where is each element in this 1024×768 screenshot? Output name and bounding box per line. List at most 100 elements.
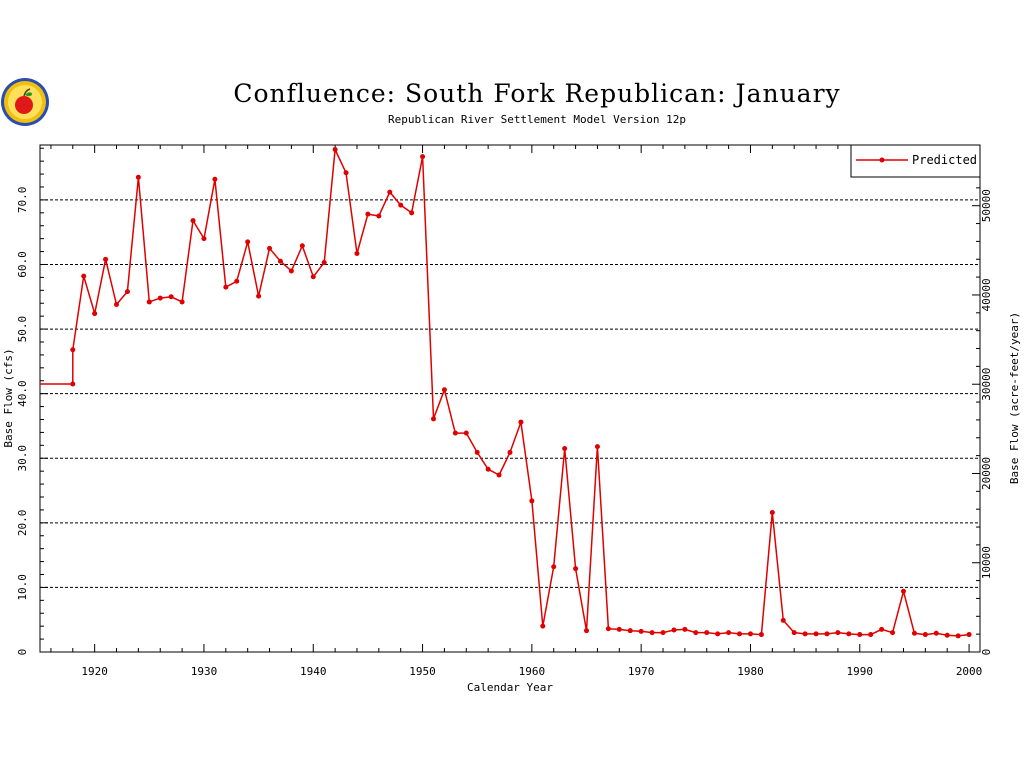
data-point xyxy=(168,294,174,300)
data-point xyxy=(277,258,283,264)
data-point xyxy=(540,623,546,629)
data-point xyxy=(474,449,480,455)
data-point xyxy=(638,628,644,634)
data-point xyxy=(857,632,863,638)
data-point xyxy=(824,631,830,637)
plot-frame xyxy=(39,144,981,653)
data-point xyxy=(409,210,415,216)
data-point xyxy=(420,154,426,160)
data-point xyxy=(496,472,502,478)
data-point xyxy=(267,245,273,251)
data-point xyxy=(868,632,874,638)
data-point xyxy=(562,446,568,452)
data-point xyxy=(584,628,590,634)
data-point xyxy=(245,239,251,245)
y2-tick-label: 20000 xyxy=(980,457,993,490)
data-point xyxy=(890,630,896,636)
y-axis-label: Base Flow (cfs) xyxy=(2,348,15,447)
y2-tick-label: 50000 xyxy=(980,189,993,222)
y2-tick-label: 40000 xyxy=(980,278,993,311)
data-point xyxy=(507,449,513,455)
y2-tick-label: 0 xyxy=(980,649,993,656)
chart-title: Confluence: South Fork Republican: Janua… xyxy=(233,79,840,108)
legend-box xyxy=(850,144,981,178)
data-point xyxy=(802,631,808,637)
data-point xyxy=(649,630,655,636)
data-point xyxy=(944,632,950,638)
data-point xyxy=(715,631,721,637)
data-point xyxy=(376,213,382,219)
data-point xyxy=(911,630,917,636)
series-line xyxy=(40,148,970,637)
legend-marker xyxy=(879,157,885,163)
data-point xyxy=(387,189,393,195)
data-point xyxy=(846,631,852,637)
data-point xyxy=(332,147,338,153)
data-point xyxy=(813,631,819,637)
data-point xyxy=(441,387,447,393)
x-tick-label: 1960 xyxy=(519,665,546,678)
data-point xyxy=(223,284,229,290)
data-point xyxy=(682,626,688,632)
data-point xyxy=(704,630,710,636)
data-point xyxy=(354,251,360,257)
data-point xyxy=(179,299,185,305)
data-point xyxy=(256,293,262,299)
data-point xyxy=(114,302,120,308)
data-point xyxy=(70,347,76,353)
data-point xyxy=(769,509,775,515)
data-point xyxy=(212,176,218,182)
data-point xyxy=(747,631,753,637)
data-point xyxy=(288,268,294,274)
data-point xyxy=(201,236,207,242)
data-point xyxy=(365,211,371,217)
data-point xyxy=(693,630,699,636)
data-point xyxy=(81,273,87,279)
data-point xyxy=(605,626,611,632)
data-point xyxy=(616,626,622,632)
gridlines xyxy=(40,199,980,588)
data-point xyxy=(660,630,666,636)
data-point xyxy=(780,617,786,623)
data-point xyxy=(343,170,349,176)
y-tick-label: 10.0 xyxy=(16,574,29,601)
x-tick-label: 2000 xyxy=(956,665,983,678)
y-axis: 0 10.0 20.0 30.0 40.0 50.0 60.0 70.0 xyxy=(16,147,48,656)
y-tick-label: 50.0 xyxy=(16,316,29,343)
data-point xyxy=(551,564,557,570)
y-tick-label: 70.0 xyxy=(16,187,29,214)
x-tick-label: 1980 xyxy=(737,665,764,678)
data-point xyxy=(92,311,98,317)
data-point xyxy=(70,381,76,387)
x-tick-label: 1940 xyxy=(300,665,327,678)
data-point xyxy=(146,299,152,305)
data-point xyxy=(463,430,469,436)
data-point xyxy=(955,633,961,639)
data-point xyxy=(430,416,436,422)
y2-axis: 0 10000 20000 30000 40000 50000 xyxy=(972,151,993,656)
data-point xyxy=(310,274,316,280)
data-point xyxy=(879,626,885,632)
data-point xyxy=(835,630,841,636)
y2-tick-label: 10000 xyxy=(980,546,993,579)
x-axis: 1920 1930 1940 1950 1960 1970 1980 1990 2000 xyxy=(50,145,983,678)
x-axis-label: Calendar Year xyxy=(467,681,553,694)
data-point xyxy=(933,630,939,636)
x-tick-label: 1970 xyxy=(628,665,655,678)
y-tick-label: 30.0 xyxy=(16,445,29,472)
data-point xyxy=(321,260,327,266)
y-tick-label: 0 xyxy=(16,649,29,656)
x-tick-label: 1930 xyxy=(191,665,218,678)
data-point xyxy=(966,632,972,638)
data-point xyxy=(135,174,141,180)
data-point xyxy=(299,243,305,249)
legend-label: Predicted xyxy=(912,153,977,167)
x-tick-label: 1920 xyxy=(81,665,108,678)
data-point xyxy=(594,444,600,450)
y-tick-label: 60.0 xyxy=(16,251,29,278)
data-point xyxy=(124,289,130,295)
data-point xyxy=(103,256,109,262)
data-point xyxy=(671,627,677,633)
data-point xyxy=(737,631,743,637)
